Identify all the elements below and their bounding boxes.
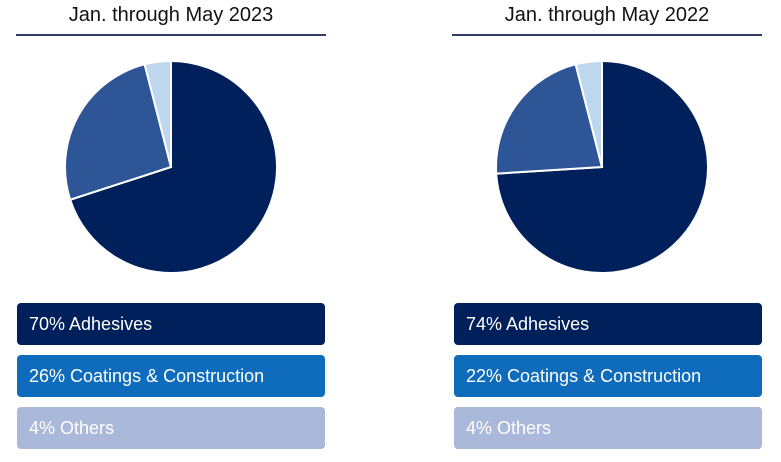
pie-chart [495, 59, 709, 274]
legend-item-others: 4% Others [17, 407, 325, 449]
chart-title: Jan. through May 2023 [68, 4, 274, 26]
chart-title: Jan. through May 2022 [504, 4, 710, 26]
legend-item-adhesives: 70% Adhesives [17, 303, 325, 345]
chart-panel-2023: Jan. through May 2023 70% Adhesives 26% … [0, 0, 340, 462]
pie-chart [64, 59, 278, 274]
legend-item-coatings-construction: 26% Coatings & Construction [17, 355, 325, 397]
legend-item-coatings-construction: 22% Coatings & Construction [454, 355, 762, 397]
legend-item-others: 4% Others [454, 407, 762, 449]
title-underline [16, 34, 326, 36]
legend-item-adhesives: 74% Adhesives [454, 303, 762, 345]
pie-slice-coatings-construction [495, 63, 604, 175]
pie-slice-adhesives [68, 59, 278, 274]
pie-slice-others [143, 59, 172, 168]
pie-slice-coatings-construction [64, 63, 173, 202]
pie-slice-others [574, 59, 603, 168]
chart-panel-2022: Jan. through May 2022 74% Adhesives 22% … [436, 0, 776, 462]
title-underline [452, 34, 762, 36]
